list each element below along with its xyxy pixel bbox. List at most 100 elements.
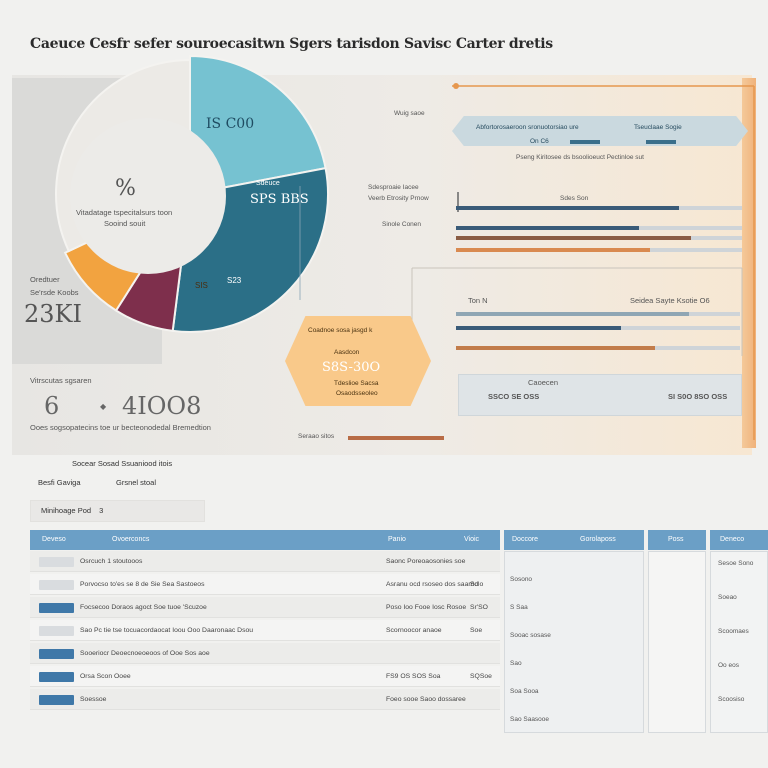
row-tag — [39, 626, 74, 636]
right-header-label: Wuig saoe — [394, 110, 425, 117]
summary-pill — [452, 116, 748, 146]
mid-label-right: Seidea Sayte Ksotie O6 — [630, 296, 710, 305]
bar1-track-2 — [456, 226, 742, 230]
table-header-poss: Poss — [648, 530, 706, 550]
table-header-main: Deveso Ovoerconcs Panio Vioic — [30, 530, 500, 550]
bar1-fill-2 — [456, 226, 640, 230]
col-header-6[interactable]: Gorolaposs — [580, 536, 616, 543]
pill-mini-bar-1 — [570, 140, 600, 144]
poss-table — [648, 551, 706, 733]
sub-row-label: Sao Saasooe — [510, 716, 550, 723]
bottom-callout-value-a: 6 — [44, 392, 60, 420]
table-row[interactable]: Sao Pc tie tse tocuacordaocat Ioou Ooo D… — [30, 620, 500, 641]
col-header-3[interactable]: Panio — [388, 536, 406, 543]
legend-left: SSCO SE OSS — [488, 392, 540, 401]
bar1-track-4 — [456, 248, 742, 252]
cell-c2: Foeo sooe Saoo dossaree — [386, 696, 466, 703]
cell-c1: Porvocso to'es se 8 de Sie Sea Sastoeos — [80, 581, 205, 588]
row-tag — [39, 603, 74, 613]
pie-center-line1: Vitadatage tspecitalsurs toon — [76, 208, 173, 217]
cell-c3: SQSoe — [470, 673, 492, 680]
left-callout-label1: Oredtuer — [30, 275, 60, 284]
bar2-track-1 — [456, 312, 740, 316]
sub-row-label: Sao — [510, 660, 522, 667]
table-row[interactable]: Orsa Scon Ooee FS9 OS SOS Soa SQSoe — [30, 666, 500, 687]
bar1-track-1 — [456, 206, 742, 210]
bottom-callout-sep: ◆ — [100, 402, 107, 411]
slice-label-1: IS C00 — [206, 116, 255, 132]
legend-box — [458, 374, 742, 416]
page-size-filter[interactable]: Minihoage Pod 3 — [30, 500, 205, 522]
col-header-8[interactable]: Deneco — [720, 536, 745, 543]
side-row-label: Scoosiso — [718, 696, 745, 703]
sub-row-label: S Saa — [510, 604, 528, 611]
col-header-7[interactable]: Poss — [668, 536, 684, 543]
slice-label-2-value: SPS BBS — [250, 192, 309, 207]
table-header-side: Deneco — [710, 530, 768, 550]
bar2-fill-3 — [456, 346, 655, 350]
bottom-callout-value-b: 4IOO8 — [122, 392, 202, 420]
pill-text: Abfortorosaeroon sronuotorsiao ure — [476, 124, 579, 131]
slice-label-3: S23 — [227, 276, 242, 285]
table-header-sub: Doccore Gorolaposs — [504, 530, 644, 550]
cell-c2: Scornoocor anaoe — [386, 627, 442, 634]
legend-title: Caoecen — [528, 378, 559, 387]
table-row[interactable]: Sooeriocr Deoecnoeoeoos of Ooe Sos aoe — [30, 643, 500, 664]
cell-c1: Sooeriocr Deoecnoeoeoos of Ooe Sos aoe — [80, 650, 210, 657]
side-row-label: Oo eos — [718, 662, 739, 669]
left-callout-label2: Se'rsde Koobs — [30, 288, 79, 297]
col-header-1[interactable]: Deveso — [42, 536, 66, 543]
sub-row-label: Sooac sosase — [510, 632, 551, 639]
hexagon-line2: Aasdcon — [334, 349, 360, 356]
bar1-track-3 — [456, 236, 742, 240]
mid-label-left: Ton N — [468, 296, 488, 305]
pie-center-symbol: % — [115, 176, 136, 201]
filter-line2-value[interactable]: Grsnel stoal — [116, 478, 157, 487]
bar1-fill-4 — [456, 248, 651, 252]
table-row[interactable]: Osrcuch 1 stoutooos Saonc Poreoaosonies s… — [30, 551, 500, 572]
page-title: Caeuce Cesfr sefer souroecasitwn Sgers t… — [30, 36, 553, 52]
cell-c1: Osrcuch 1 stoutooos — [80, 558, 143, 565]
sub-row-label: Soa Sooa — [510, 688, 539, 695]
table-row[interactable]: Focsecoo Doraos agoct Soe tuoe 'Scuzoe Po… — [30, 597, 500, 618]
filter-line1: Socear Sosad Ssuaniood itois — [72, 459, 173, 468]
col-header-2[interactable]: Ovoerconcs — [112, 536, 150, 543]
col-header-5[interactable]: Doccore — [512, 536, 539, 543]
cell-c1: Sao Pc tie tse tocuacordaocat Ioou Ooo D… — [80, 627, 254, 634]
table-row[interactable]: Soessoe Foeo sooe Saoo dossaree — [30, 689, 500, 710]
cell-c1: Soessoe — [80, 696, 107, 703]
hexagon-value: S8S-30O — [322, 360, 381, 375]
bottom-bar — [348, 436, 444, 440]
filter-box-value: 3 — [99, 506, 104, 515]
dashboard-accent-edge — [742, 78, 756, 448]
bar2-fill-2 — [456, 326, 621, 330]
cell-c3: Sclo — [470, 581, 484, 588]
sub-row-label: Sosono — [510, 576, 533, 583]
col-header-4[interactable]: Vioic — [464, 536, 480, 543]
bottom-bar-label: Seraao sitos — [298, 433, 335, 440]
bar1-label-3: Sinole Conen — [382, 221, 422, 228]
cell-c2: FS9 OS SOS Soa — [386, 673, 441, 680]
cell-c2: Poso Ioo Fooe Iosc Rosoe — [386, 604, 467, 611]
bar1-label-2: Veerb Etrosity Prnow — [368, 195, 429, 202]
side-row-label: Sesoe Sono — [718, 560, 754, 567]
cell-c3: Soe — [470, 627, 483, 634]
cell-c3: Sr'SO — [470, 604, 488, 611]
table-row[interactable]: Porvocso to'es se 8 de Sie Sea Sastoeos A… — [30, 574, 500, 595]
cell-c1: Focsecoo Doraos agoct Soe tuoe 'Scuzoe — [80, 604, 207, 611]
row-tag — [39, 580, 74, 590]
slice-label-2-title: Sdeuce — [256, 180, 280, 187]
hexagon-line3: Tdeslioe Sacsa — [334, 380, 379, 387]
row-tag — [39, 695, 74, 705]
pie-center-line2: Sooind souit — [104, 219, 146, 228]
bar1-label-1: Sdesproaie Iacee — [368, 184, 419, 191]
bar1-fill-1 — [456, 206, 680, 210]
hexagon-line1: Coadnoe sosa jasgd k — [308, 327, 373, 334]
bottom-bar-fill — [348, 436, 444, 440]
row-tag — [39, 672, 74, 682]
legend-right: SI S0O 8SO OSS — [668, 392, 728, 401]
pill-sub: On C6 — [530, 138, 549, 145]
pill-text2: Tseuclaae Sogie — [634, 124, 682, 131]
row-tag — [39, 649, 74, 659]
pie-slice-1 — [189, 54, 327, 196]
